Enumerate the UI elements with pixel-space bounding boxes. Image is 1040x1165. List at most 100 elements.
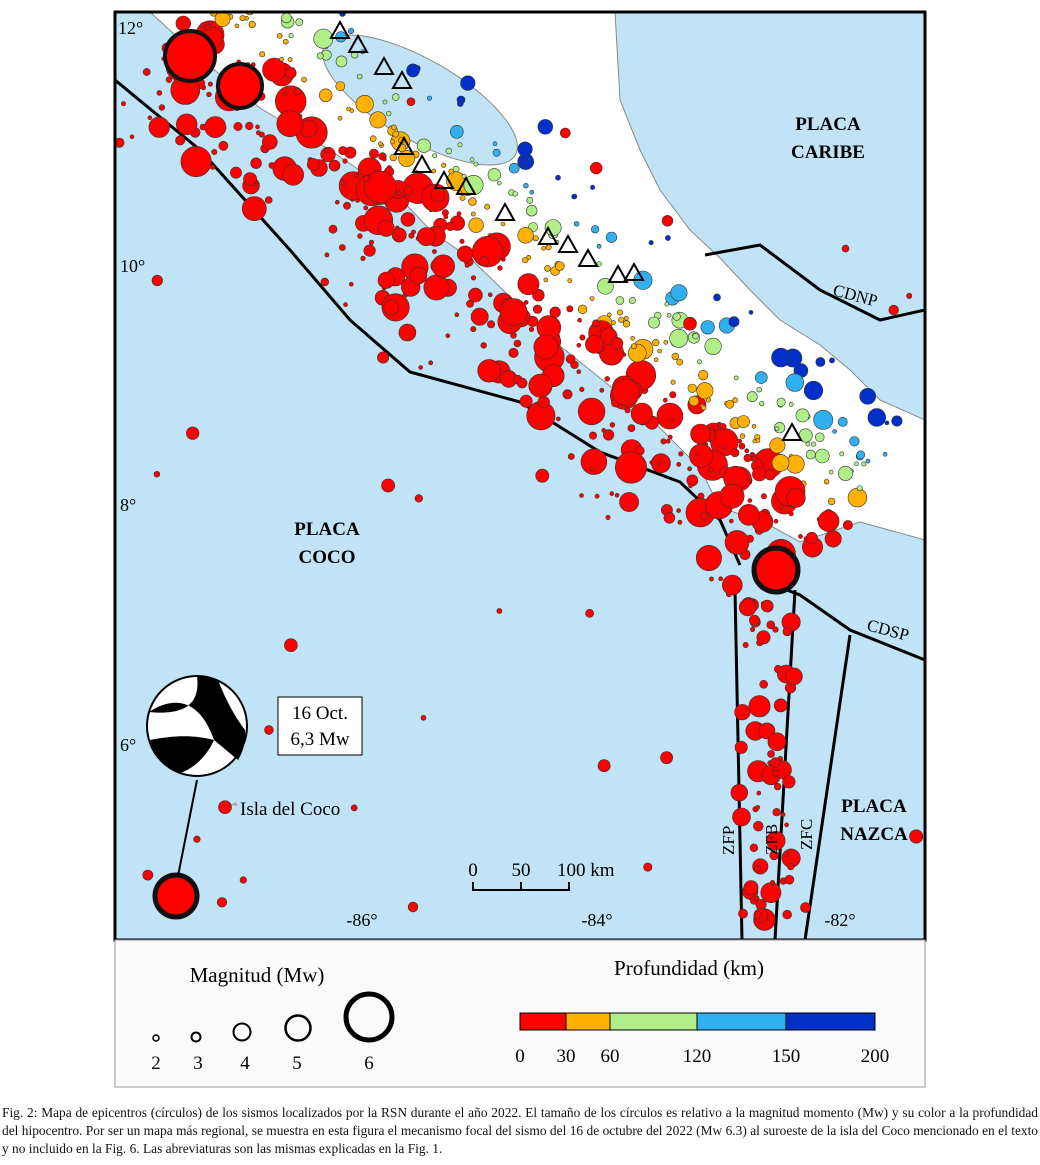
epicenter bbox=[517, 273, 540, 296]
lat-label: 12° bbox=[118, 18, 143, 38]
epicenter bbox=[441, 209, 449, 217]
epicenter bbox=[406, 97, 416, 106]
depth-label: 60 bbox=[601, 1046, 620, 1067]
epicenter bbox=[661, 215, 674, 227]
epicenter bbox=[341, 180, 347, 186]
epicenter bbox=[767, 732, 787, 752]
epicenter bbox=[705, 397, 711, 403]
epicenter bbox=[264, 725, 274, 735]
epicenter bbox=[533, 334, 559, 360]
epicenter bbox=[165, 76, 173, 83]
epicenter bbox=[295, 2, 300, 7]
epicenter bbox=[579, 386, 585, 393]
event-box bbox=[277, 696, 363, 756]
epicenter bbox=[306, 158, 320, 171]
epicenter bbox=[259, 51, 266, 58]
epicenter bbox=[592, 319, 600, 328]
epicenter bbox=[823, 479, 830, 485]
lat-label: 10° bbox=[120, 256, 145, 276]
epicenter bbox=[614, 492, 620, 498]
epicenter bbox=[839, 451, 845, 457]
epicenter bbox=[585, 334, 604, 354]
epicenter bbox=[778, 505, 784, 510]
epicenter bbox=[445, 147, 452, 155]
epicenter bbox=[734, 740, 748, 754]
epicenter bbox=[709, 576, 714, 582]
epicenter bbox=[411, 229, 416, 235]
epicenter bbox=[653, 357, 659, 363]
epicenter bbox=[328, 159, 341, 172]
epicenter bbox=[497, 265, 503, 271]
epicenter bbox=[484, 203, 491, 210]
epicenter bbox=[815, 432, 825, 442]
epicenter bbox=[829, 357, 835, 364]
epicenter bbox=[454, 312, 460, 318]
scale-label: 100 km bbox=[557, 860, 615, 881]
magnitude-label: 6 bbox=[364, 1053, 374, 1074]
lat-label: 6° bbox=[120, 735, 136, 755]
epicenter bbox=[535, 468, 550, 483]
epicenter bbox=[623, 315, 629, 321]
epicenter bbox=[449, 125, 464, 139]
epicenter bbox=[142, 68, 151, 76]
epicenter bbox=[377, 351, 390, 364]
epicenter bbox=[748, 310, 754, 315]
epicenter bbox=[282, 38, 289, 45]
epicenter bbox=[867, 408, 886, 427]
epicenter bbox=[773, 518, 779, 524]
epicenter bbox=[683, 316, 697, 331]
epicenter bbox=[555, 416, 561, 422]
colorbar-segment bbox=[696, 1012, 787, 1031]
epicenter bbox=[350, 804, 358, 812]
epicenter bbox=[456, 245, 474, 263]
epicenter bbox=[211, 149, 218, 156]
epicenter bbox=[697, 359, 702, 365]
epicenter bbox=[541, 245, 546, 251]
epicenter bbox=[288, 32, 294, 39]
epicenter bbox=[606, 312, 612, 318]
epicenter bbox=[597, 759, 611, 773]
epicenter bbox=[759, 679, 769, 689]
epicenter bbox=[554, 261, 565, 272]
lon-label: -86° bbox=[346, 910, 377, 930]
epicenter bbox=[400, 212, 416, 227]
epicenter bbox=[377, 219, 395, 237]
depth-label: 30 bbox=[557, 1046, 576, 1067]
epicenter bbox=[780, 812, 786, 817]
epicenter bbox=[403, 185, 414, 196]
epicenter bbox=[348, 281, 354, 287]
epicenter bbox=[859, 387, 877, 405]
epicenter bbox=[396, 190, 402, 197]
epicenter bbox=[508, 162, 520, 174]
epicenter bbox=[764, 469, 776, 481]
epicenter bbox=[377, 141, 383, 146]
epicenter bbox=[499, 298, 528, 327]
epicenter bbox=[590, 184, 596, 190]
epicenter bbox=[772, 769, 780, 777]
epicenter bbox=[254, 182, 260, 188]
epicenter bbox=[175, 135, 186, 146]
epicenter bbox=[667, 434, 673, 440]
epicenter bbox=[335, 55, 348, 68]
epicenter bbox=[543, 277, 549, 283]
epicenter bbox=[604, 376, 610, 382]
epicenter bbox=[743, 880, 759, 895]
epicenter bbox=[562, 389, 573, 400]
epicenter bbox=[609, 491, 615, 496]
colorbar-segment bbox=[519, 1012, 567, 1031]
epicenter bbox=[782, 626, 792, 637]
epicenter bbox=[284, 638, 298, 653]
epicenter bbox=[665, 438, 671, 444]
epicenter bbox=[418, 365, 424, 370]
epicenter bbox=[785, 667, 803, 686]
epicenter bbox=[567, 453, 575, 460]
epicenter bbox=[695, 544, 722, 571]
epicenter bbox=[579, 493, 584, 498]
epicenter bbox=[470, 275, 477, 281]
epicenter bbox=[537, 396, 550, 409]
colorbar-segment bbox=[565, 1012, 611, 1031]
epicenter bbox=[369, 111, 387, 129]
epicenter bbox=[728, 316, 740, 328]
epicenter bbox=[676, 461, 682, 467]
focal-mechanism bbox=[146, 675, 248, 777]
